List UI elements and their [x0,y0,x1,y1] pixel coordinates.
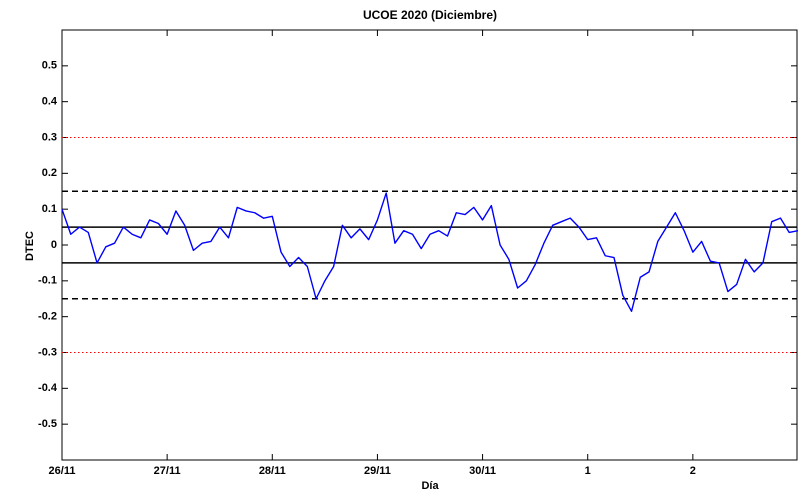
x-axis-label: Día [421,480,439,492]
y-tick-label: 0.3 [42,131,57,143]
y-tick-label: 0.4 [42,96,58,108]
y-tick-label: -0.5 [38,418,57,430]
x-tick-label: 1 [585,465,591,477]
y-tick-label: -0.3 [38,346,57,358]
y-tick-label: 0.1 [42,203,57,215]
y-tick-label: 0.5 [42,60,57,72]
x-tick-label: 27/11 [154,465,181,477]
y-axis-label: DTEC [24,231,36,261]
x-tick-label: 28/11 [259,465,286,477]
chart-title: UCOE 2020 (Diciembre) [363,8,497,22]
x-tick-label: 29/11 [364,465,391,477]
x-tick-label: 30/11 [469,465,496,477]
x-tick-label: 2 [690,465,696,477]
y-tick-label: 0.2 [42,167,57,179]
y-tick-label: -0.2 [38,311,57,323]
x-tick-label: 26/11 [49,465,76,477]
y-tick-label: -0.1 [38,275,57,287]
data-line [61,192,798,312]
y-tick-label: 0 [51,239,57,251]
y-tick-label: -0.4 [38,382,58,394]
